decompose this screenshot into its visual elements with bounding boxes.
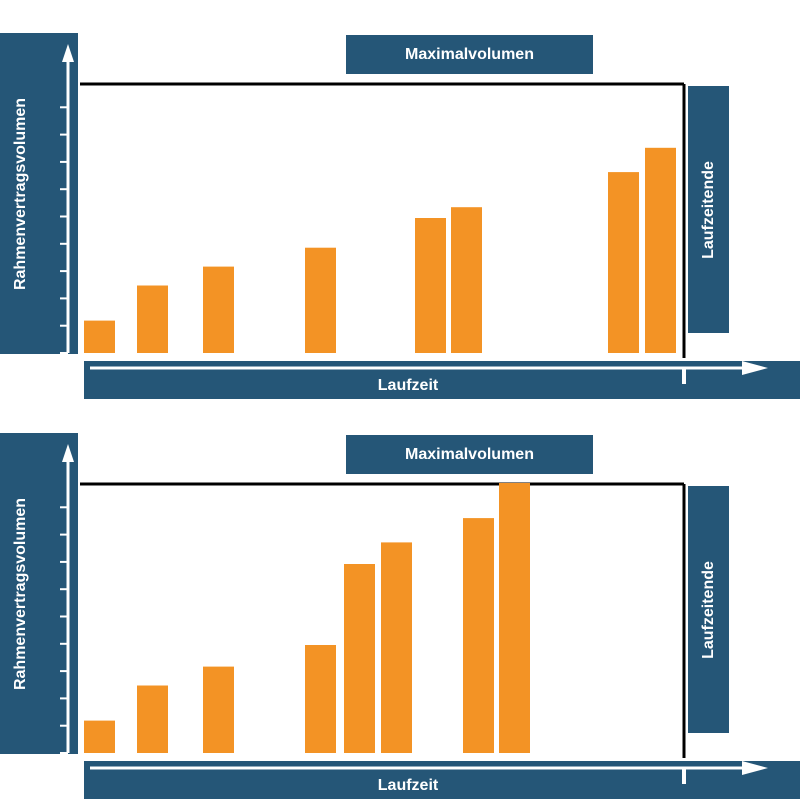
x-axis-label: Laufzeit (377, 777, 439, 794)
bar (463, 518, 494, 753)
bar (305, 247, 336, 353)
bar (203, 666, 234, 753)
y-axis-arrowhead (62, 444, 74, 462)
chart-title-box: Maximalvolumen (346, 435, 593, 474)
bar (305, 645, 336, 753)
bar (137, 285, 168, 353)
y-axis-label-box: Rahmenvertragsvolumen (0, 433, 78, 754)
bar (84, 320, 115, 353)
bar (137, 685, 168, 753)
y-axis-label-box: Rahmenvertragsvolumen (0, 33, 78, 354)
y-axis-arrowhead (62, 44, 74, 62)
bar (381, 542, 412, 753)
chart-panel-1: Rahmenvertragsvolumen Laufzeit Maximalvo… (0, 33, 800, 399)
end-label-box: Laufzeitende (688, 486, 729, 733)
bar (499, 483, 530, 753)
end-label-box: Laufzeitende (688, 86, 729, 333)
bar (344, 564, 375, 753)
bar (415, 218, 446, 353)
chart-title: Maximalvolumen (405, 445, 534, 463)
x-axis-label: Laufzeit (377, 377, 439, 394)
bar (645, 147, 676, 353)
chart-title: Maximalvolumen (405, 45, 534, 63)
chart-plot (60, 44, 768, 384)
x-axis-arrowhead (742, 761, 768, 775)
bar (451, 207, 482, 353)
chart-plot (60, 444, 768, 784)
bar (84, 720, 115, 753)
bar (203, 266, 234, 353)
chart-panel-2: Rahmenvertragsvolumen Laufzeit Maximalvo… (0, 400, 800, 800)
x-axis-arrowhead (742, 361, 768, 375)
chart-title-box: Maximalvolumen (346, 35, 593, 74)
bar (608, 172, 639, 353)
